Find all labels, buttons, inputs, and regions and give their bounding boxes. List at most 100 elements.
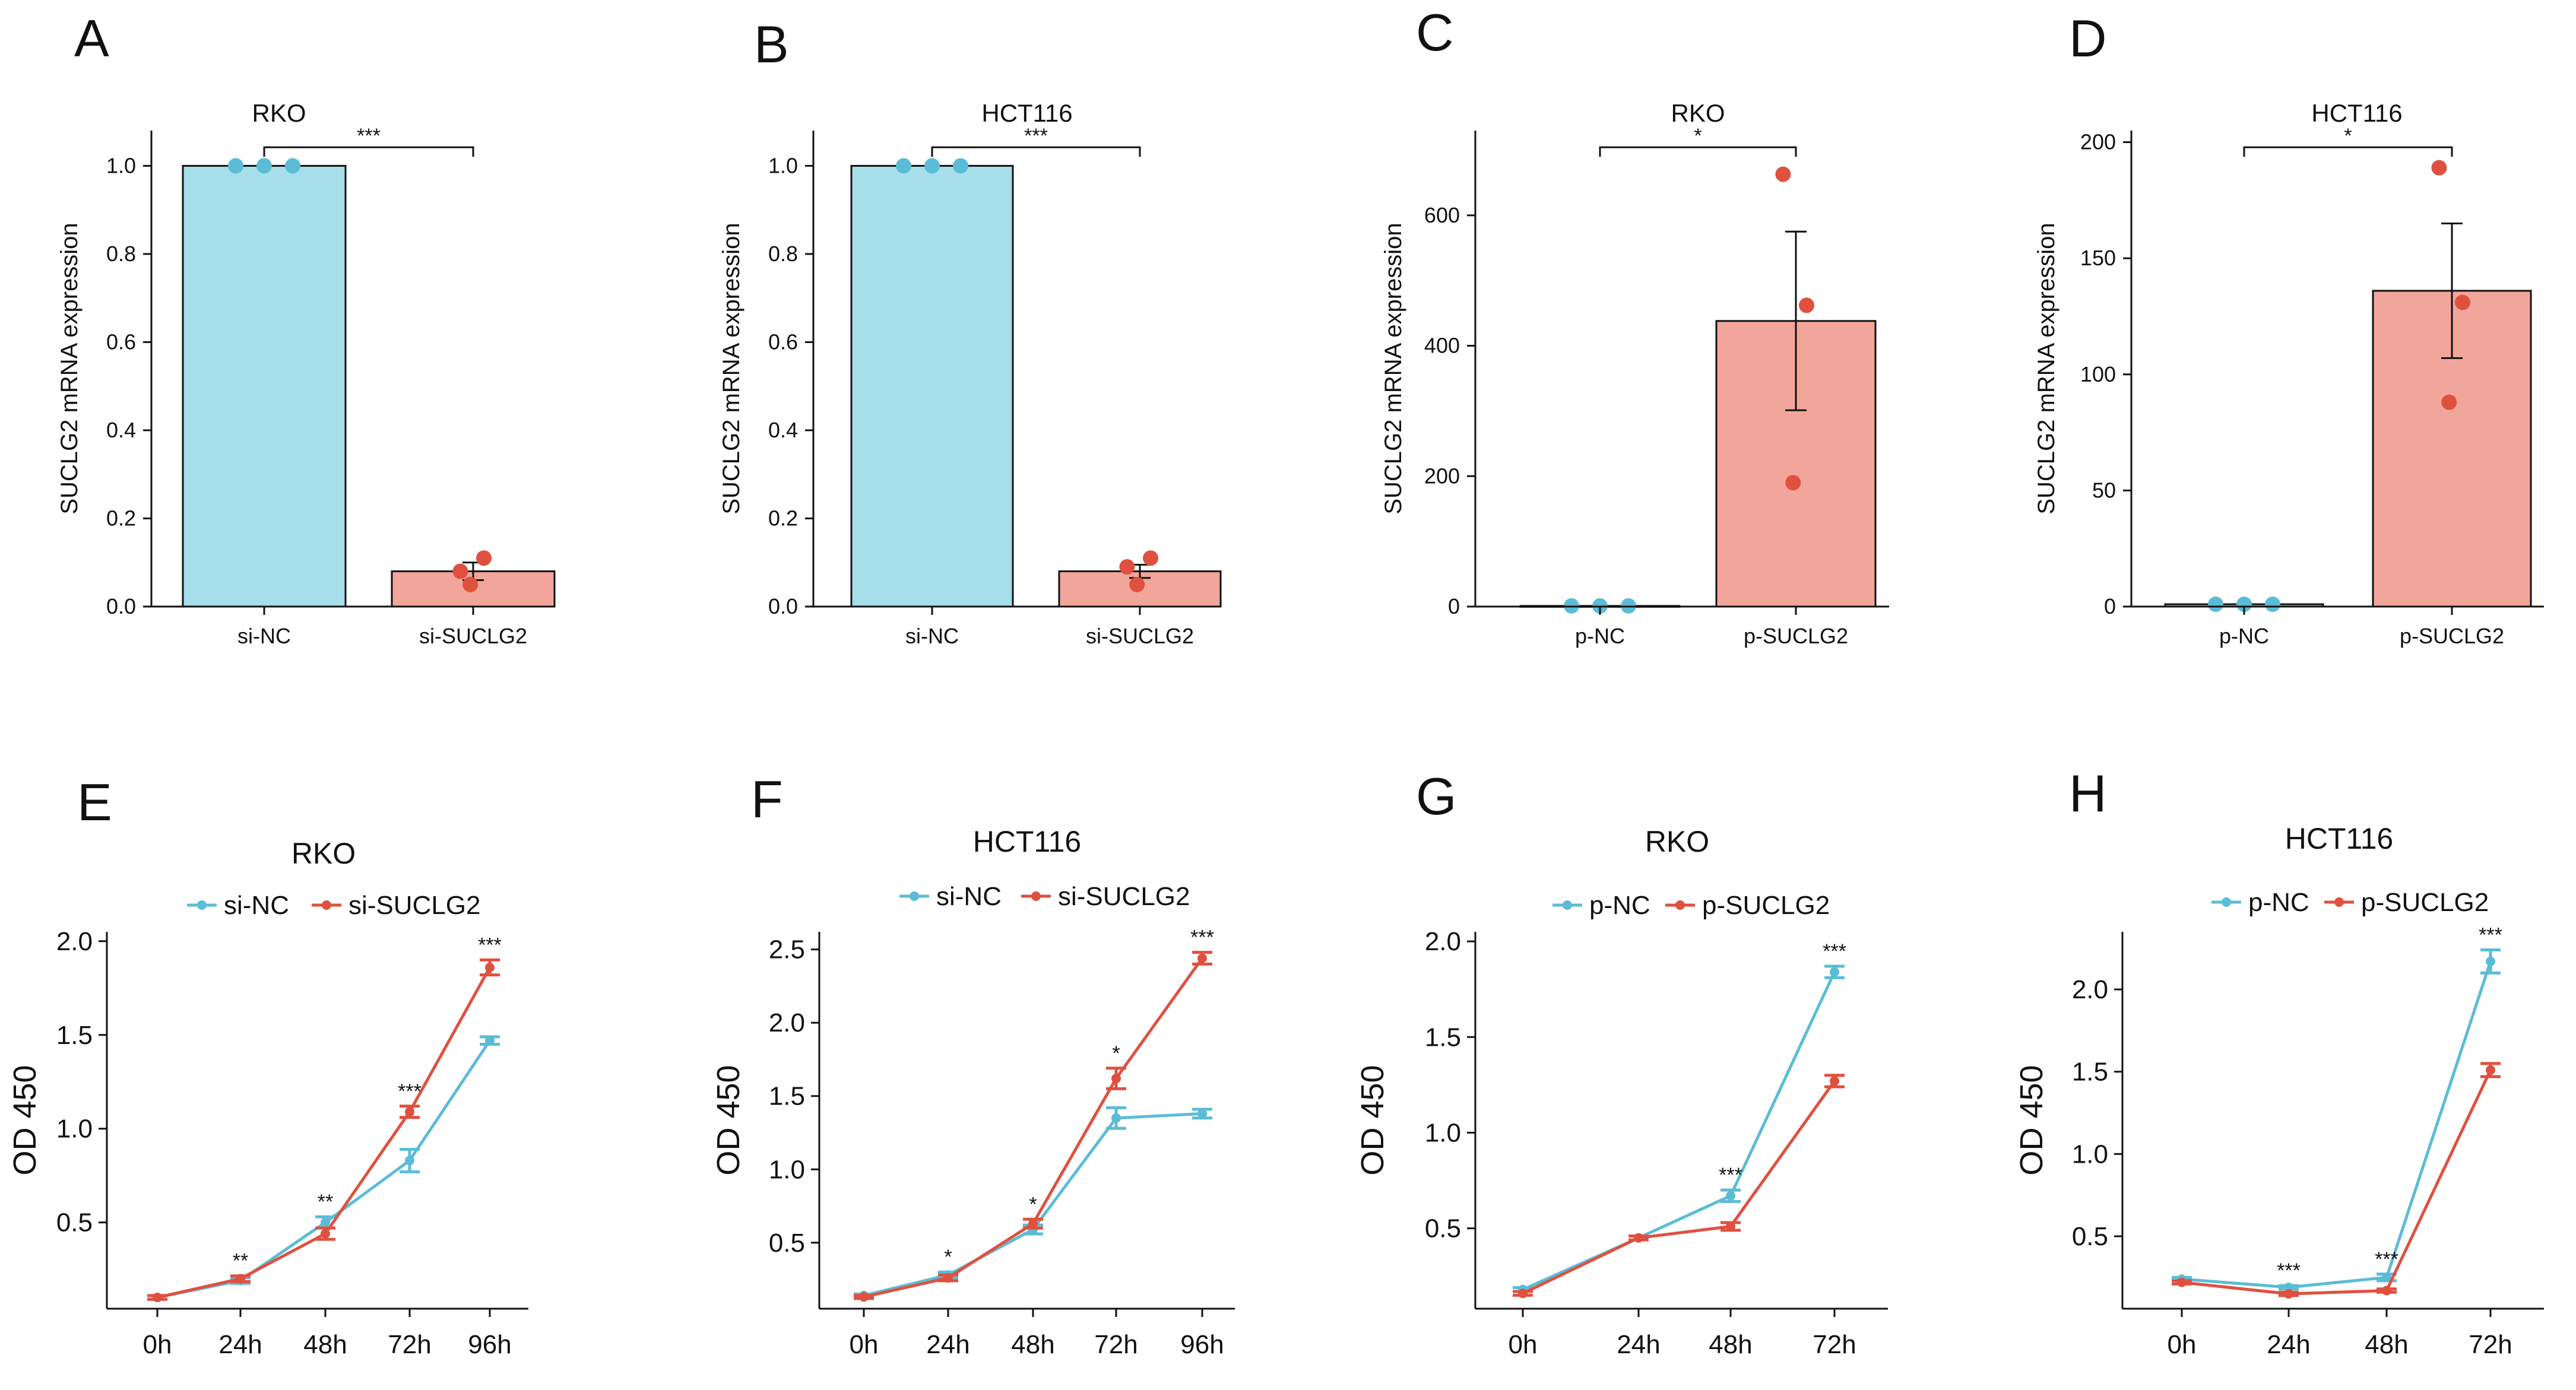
significance-label: *** [1823,940,1846,963]
significance-label: *** [1190,926,1214,949]
data-point [1197,1109,1207,1119]
data-point [405,1156,414,1166]
data-point [1830,967,1839,977]
significance-label: * [1029,1193,1037,1216]
x-tick-label: 48h [303,1330,347,1359]
data-point [2177,1277,2187,1287]
y-tick-label: 0.8 [106,242,136,266]
data-point [285,158,300,174]
y-tick-label: 1.5 [769,1082,805,1111]
legend-marker [910,891,919,901]
data-point [1028,1218,1038,1229]
y-tick-label: 0.5 [1425,1214,1461,1243]
x-tick-label: 24h [2267,1330,2310,1359]
chart-title: RKO [1645,825,1709,858]
panel-letter: A [74,9,109,68]
significance-label: *** [478,934,502,956]
data-point [1726,1191,1735,1201]
significance-bracket [1599,146,1797,157]
y-tick-label: 0.5 [769,1229,805,1258]
panel-letter: E [77,773,112,832]
data-point [2486,1065,2495,1075]
y-tick-label: 150 [2080,246,2116,270]
data-point [321,1217,330,1227]
y-tick-label: 50 [2092,478,2116,502]
chart-title: RKO [291,837,356,870]
y-axis-label: SUCLG2 mRNA expression [56,223,83,514]
data-point [2265,596,2280,613]
panel-letter: F [751,770,783,829]
data-point [321,1229,330,1239]
legend-label: si-NC [224,891,289,920]
significance-label: *** [357,125,381,147]
panel-c: C RKO 0 200 400 600 p-NC p-SUCLG2 SUCLG2 mRNA ex… [1380,3,1889,648]
x-tick-label: 72h [1094,1330,1138,1359]
significance-bracket [2243,146,2453,157]
legend-label: p-NC [1589,891,1650,920]
x-tick-label: si-SUCLG2 [1086,624,1194,648]
panel-letter: B [754,15,789,74]
bar [182,164,347,608]
panel-letter: G [1416,767,1456,826]
panel-d: D HCT116 0 50 100 150 200 p-NC p-SUCLG2 SUCLG2 mR… [2033,9,2544,648]
x-tick-label: si-SUCLG2 [419,624,527,648]
data-point [1830,1076,1839,1086]
series-line [2181,961,2492,1289]
y-tick-label: 0.2 [106,506,136,530]
panel-a: A RKO 0.0 0.2 0.4 0.6 0.8 1.0 si-NC si-SUCLG2 SUCL… [56,9,556,648]
x-tick-label: 0h [850,1330,879,1359]
significance-label: *** [1024,125,1048,147]
significance-bracket [931,146,1141,157]
y-tick-label: 400 [1424,334,1460,358]
y-tick-label: 2.0 [1425,927,1461,956]
y-tick-label: 0.2 [768,506,798,530]
y-tick-label: 0.4 [106,418,136,442]
data-point [953,158,968,174]
data-point [2382,1286,2391,1296]
data-point [236,1274,245,1284]
y-axis-label: OD 450 [7,1065,43,1175]
y-tick-label: 1.5 [1425,1023,1461,1052]
panel-letter: C [1416,3,1454,62]
x-tick-label: 96h [468,1330,511,1359]
data-point [2486,956,2495,966]
data-point [476,550,492,566]
series-line [1522,971,1836,1291]
y-tick-label: 1.0 [1425,1118,1461,1147]
data-point [2236,596,2252,613]
x-tick-label: si-NC [237,624,291,648]
data-point [1634,1233,1643,1243]
chart-title: HCT116 [981,99,1072,127]
panel-h: H HCT116 p-NC p-SUCLG2 *** *** *** 0.5 1.0 1.5 2.0… [2014,764,2544,1359]
y-tick-label: 1.0 [769,1155,805,1184]
x-tick-label: 0h [143,1330,172,1359]
data-point [2208,596,2223,613]
data-point [924,158,940,174]
y-tick-label: 0.6 [106,329,136,354]
y-axis-label: SUCLG2 mRNA expression [2033,223,2059,514]
x-tick-label: si-NC [905,624,959,648]
y-tick-label: 200 [1424,464,1460,488]
data-point [452,563,468,579]
data-point [1111,1113,1121,1123]
significance-label: * [1694,125,1702,147]
data-point [943,1273,953,1283]
significance-bracket [263,146,474,157]
legend-label: si-SUCLG2 [348,891,481,920]
y-tick-label: 0.0 [768,594,798,618]
significance-label: * [944,1246,952,1268]
legend-label: p-SUCLG2 [1702,891,1830,920]
data-point [1726,1221,1735,1232]
x-tick-label: p-SUCLG2 [1744,624,1848,648]
data-point [1129,576,1145,592]
legend-marker [2334,897,2344,907]
y-tick-label: 2.5 [769,935,805,964]
y-tick-label: 0.5 [2072,1222,2108,1251]
y-tick-label: 1.0 [56,1115,93,1144]
data-point [2284,1289,2293,1299]
legend-label: p-SUCLG2 [2361,888,2489,917]
significance-label: ** [318,1191,333,1213]
series-line [157,966,492,1299]
